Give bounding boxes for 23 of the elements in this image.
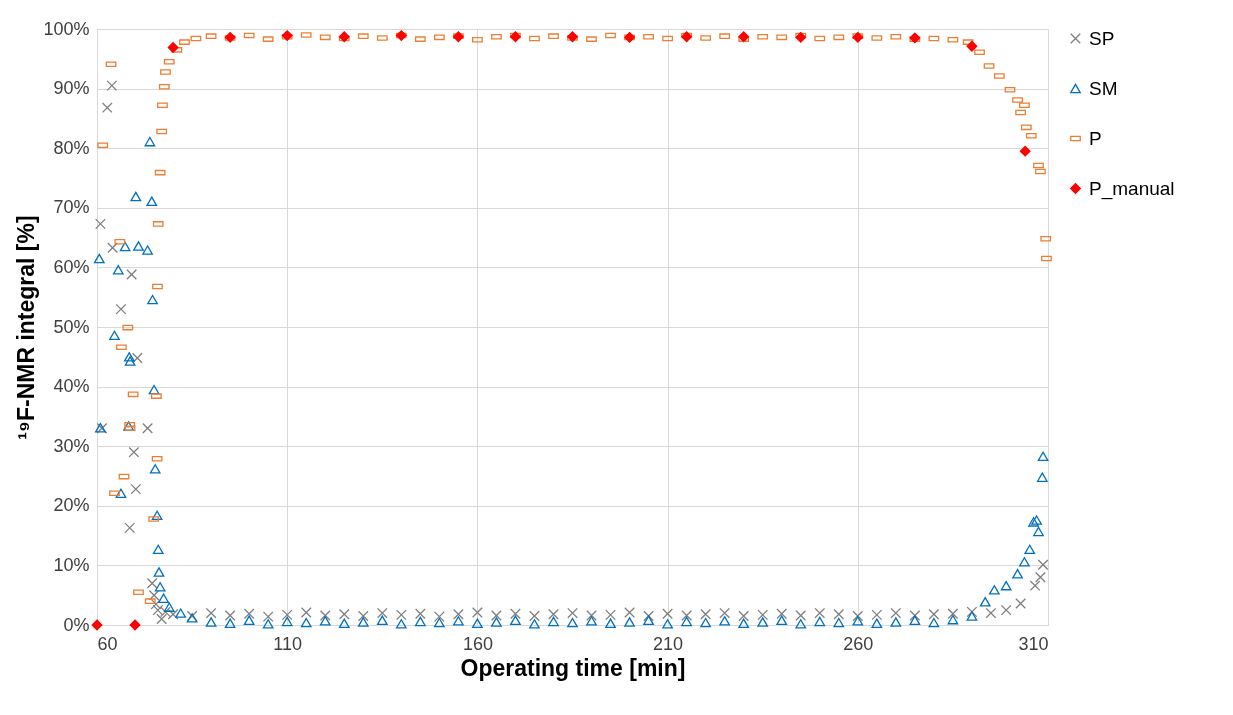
legend-label: P	[1089, 127, 1102, 149]
x-tick-label: 160	[462, 633, 493, 654]
x-axis-title: Operating time [min]	[460, 654, 686, 681]
y-tick-label: 40%	[53, 376, 90, 397]
y-tick-label: 90%	[53, 78, 90, 99]
y-tick-label: 60%	[53, 256, 90, 277]
legend-label: P_manual	[1089, 177, 1175, 200]
y-axis-title: ¹⁹F-NMR integral [%]	[13, 215, 40, 440]
y-tick-label: 100%	[43, 18, 90, 39]
x-tick-label: 110	[273, 633, 303, 654]
y-tick-label: 0%	[63, 614, 90, 635]
y-tick-label: 30%	[53, 435, 90, 456]
legend-label: SP	[1089, 27, 1115, 49]
legend-label: SM	[1089, 77, 1118, 99]
x-tick-label: 260	[843, 633, 874, 654]
y-tick-label: 50%	[53, 316, 90, 337]
y-tick-label: 20%	[53, 495, 90, 516]
y-tick-label: 10%	[53, 554, 90, 575]
x-tick-label: 210	[653, 633, 684, 654]
y-tick-label: 70%	[53, 197, 90, 218]
y-tick-label: 80%	[53, 137, 90, 158]
x-tick-label: 310	[1018, 633, 1049, 654]
x-tick-label: 60	[97, 633, 118, 654]
